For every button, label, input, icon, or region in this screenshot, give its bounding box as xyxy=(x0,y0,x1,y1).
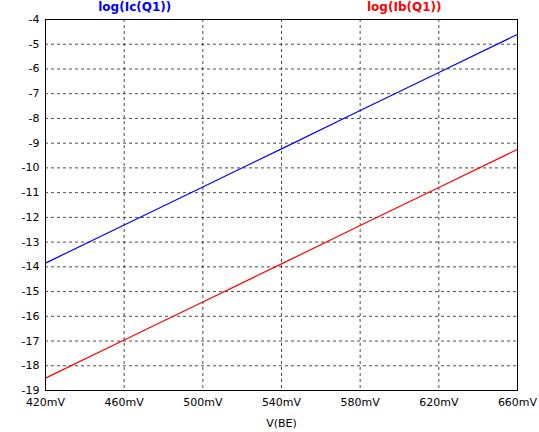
svg-text:-12: -12 xyxy=(22,211,40,224)
svg-text:-4: -4 xyxy=(29,14,40,26)
svg-text:460mV: 460mV xyxy=(105,396,145,409)
svg-text:-10: -10 xyxy=(22,161,40,174)
svg-text:-14: -14 xyxy=(22,260,40,273)
svg-text:-9: -9 xyxy=(29,137,40,150)
svg-text:-18: -18 xyxy=(22,359,40,372)
svg-text:V(BE): V(BE) xyxy=(266,417,297,430)
svg-text:-7: -7 xyxy=(29,87,40,100)
svg-text:-8: -8 xyxy=(29,112,40,125)
svg-text:-17: -17 xyxy=(22,335,40,348)
html-text:log(Ib(Q1)): log(Ib(Q1)) xyxy=(367,0,442,14)
svg-text:-15: -15 xyxy=(22,285,40,298)
svg-text:580mV: 580mV xyxy=(341,396,381,409)
svg-text:620mV: 620mV xyxy=(419,396,459,409)
svg-text:-5: -5 xyxy=(29,38,40,51)
svg-text:-6: -6 xyxy=(29,62,40,75)
svg-text:660mV: 660mV xyxy=(498,396,538,409)
svg-text:540mV: 540mV xyxy=(262,396,302,409)
svg-text:-13: -13 xyxy=(22,236,40,249)
svg-text:420mV: 420mV xyxy=(26,396,66,409)
html-text:log(Ic(Q1)): log(Ic(Q1)) xyxy=(98,0,172,14)
svg-text:-16: -16 xyxy=(22,310,40,323)
svg-text:-19: -19 xyxy=(22,384,40,397)
svg-text:-11: -11 xyxy=(22,186,40,199)
svg-text:500mV: 500mV xyxy=(183,396,223,409)
